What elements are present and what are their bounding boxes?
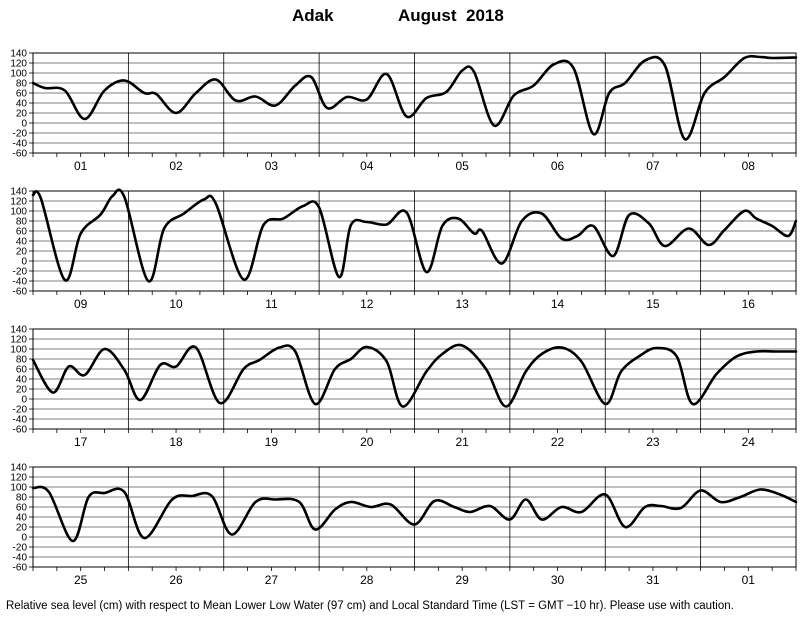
day-label: 17 (74, 435, 88, 449)
y-tick-label: 80 (16, 355, 28, 366)
y-tick-label: 80 (16, 79, 28, 90)
day-label: 22 (551, 435, 565, 449)
day-label: 27 (265, 573, 279, 587)
month-year-label: August 2018 (398, 6, 504, 25)
footnote: Relative sea level (cm) with respect to … (6, 600, 734, 612)
y-tick-label: 140 (10, 463, 27, 474)
y-tick-label: 100 (10, 69, 27, 80)
y-tick-label: 20 (16, 523, 28, 534)
y-tick-label: 120 (10, 59, 27, 70)
day-label: 14 (551, 297, 565, 311)
day-label: 20 (360, 435, 374, 449)
y-tick-label: 60 (16, 89, 28, 100)
day-label: 16 (742, 297, 756, 311)
y-tick-label: -60 (13, 563, 28, 574)
y-tick-label: 40 (16, 375, 28, 386)
y-tick-label: 0 (21, 533, 27, 544)
day-label: 26 (169, 573, 183, 587)
y-tick-label: -20 (13, 543, 28, 554)
day-label: 06 (551, 159, 565, 173)
y-tick-label: 80 (16, 493, 28, 504)
day-label: 19 (265, 435, 279, 449)
y-tick-label: 140 (10, 187, 27, 198)
y-tick-label: 0 (21, 119, 27, 130)
day-label: 21 (456, 435, 470, 449)
y-tick-label: 40 (16, 99, 28, 110)
panel-frame (32, 190, 797, 292)
day-label: 24 (742, 435, 756, 449)
panel-frame (32, 466, 797, 568)
y-tick-label: -20 (13, 129, 28, 140)
day-label: 05 (456, 159, 470, 173)
sea-level-line (31, 54, 798, 141)
y-tick-label: -20 (13, 405, 28, 416)
y-tick-label: 0 (21, 395, 27, 406)
day-label: 11 (265, 297, 278, 311)
day-label: 15 (646, 297, 660, 311)
y-tick-label: 100 (10, 483, 27, 494)
y-tick-label: -40 (13, 553, 28, 564)
y-tick-label: 80 (16, 217, 28, 228)
y-tick-label: -20 (13, 267, 28, 278)
y-tick-label: 100 (10, 345, 27, 356)
day-label: 12 (360, 297, 374, 311)
station-name: Adak (292, 6, 334, 25)
y-tick-label: 60 (16, 227, 28, 238)
day-label: 07 (646, 159, 660, 173)
day-label: 25 (74, 573, 88, 587)
y-tick-label: 60 (16, 503, 28, 514)
day-label: 03 (265, 159, 279, 173)
y-tick-label: -60 (13, 149, 28, 160)
y-tick-label: 20 (16, 247, 28, 258)
day-label: 01 (742, 573, 756, 587)
y-tick-label: 140 (10, 49, 27, 60)
chart-title: Adak August 2018 (0, 4, 800, 30)
y-tick-label: 40 (16, 513, 28, 524)
y-tick-label: 0 (21, 257, 27, 268)
day-label: 10 (169, 297, 183, 311)
day-label: 02 (169, 159, 183, 173)
y-tick-label: 120 (10, 335, 27, 346)
y-tick-label: 140 (10, 325, 27, 336)
y-tick-label: 20 (16, 109, 28, 120)
day-label: 23 (646, 435, 660, 449)
y-tick-label: 20 (16, 385, 28, 396)
y-tick-label: -40 (13, 139, 28, 150)
day-label: 30 (551, 573, 565, 587)
y-tick-label: -40 (13, 415, 28, 426)
day-label: 09 (74, 297, 88, 311)
day-label: 31 (646, 573, 660, 587)
y-tick-label: 120 (10, 473, 27, 484)
panel-frame (32, 52, 797, 154)
day-label: 28 (360, 573, 374, 587)
panel-frame (32, 328, 797, 430)
y-tick-label: 100 (10, 207, 27, 218)
y-tick-label: -60 (13, 287, 28, 298)
sea-level-line (31, 485, 798, 543)
y-tick-label: -40 (13, 277, 28, 288)
day-label: 08 (742, 159, 756, 173)
y-tick-label: -60 (13, 425, 28, 436)
sea-level-line (31, 343, 798, 408)
day-label: 29 (456, 573, 470, 587)
day-label: 01 (74, 159, 88, 173)
day-label: 18 (169, 435, 183, 449)
day-label: 04 (360, 159, 374, 173)
sea-level-line (31, 188, 798, 283)
day-label: 13 (456, 297, 470, 311)
y-tick-label: 60 (16, 365, 28, 376)
y-tick-label: 40 (16, 237, 28, 248)
y-tick-label: 120 (10, 197, 27, 208)
